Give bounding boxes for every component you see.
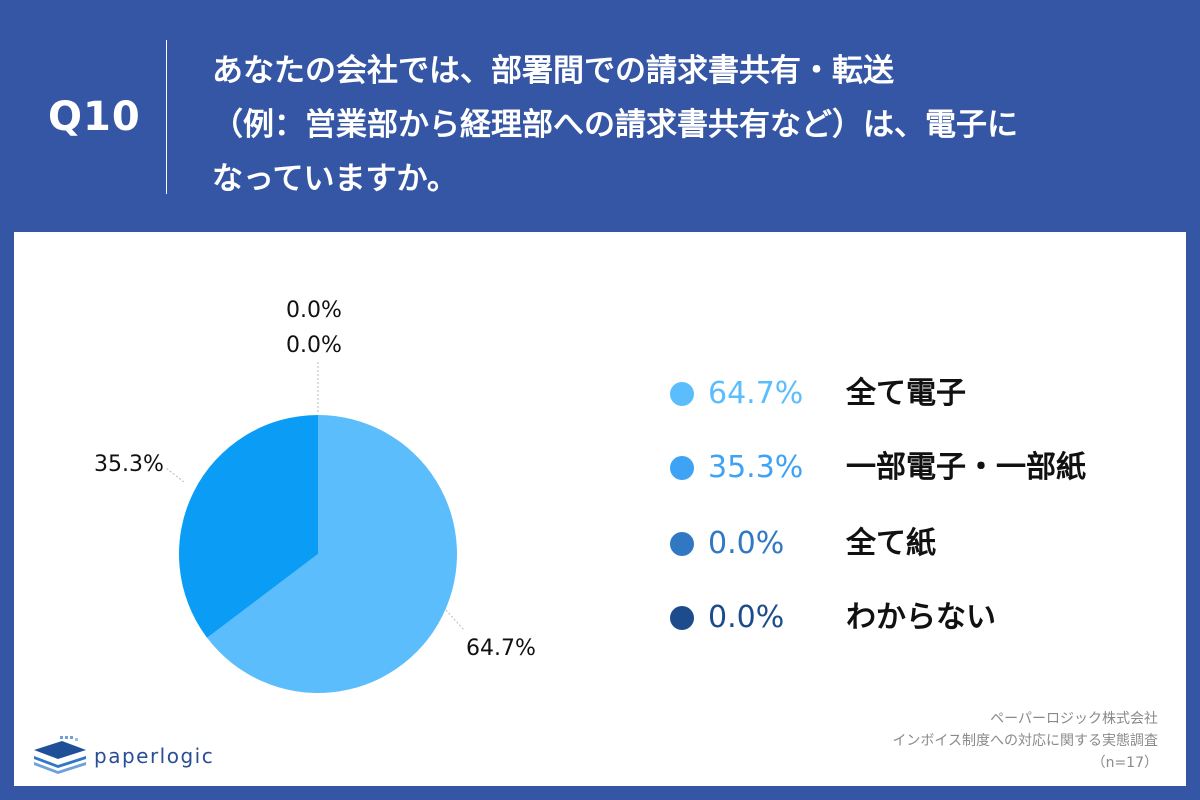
source-survey: インボイス制度への対応に関する実態調査: [892, 733, 1158, 749]
pie-slice-all-electronic: [207, 415, 457, 693]
legend-label: 全て電子: [846, 376, 966, 411]
legend-value: 0.0%: [708, 600, 785, 635]
paperlogic-logo-icon: [34, 736, 86, 774]
legend-label: 一部電子・一部紙: [846, 450, 1086, 485]
legend-dot: [670, 456, 694, 480]
legend-dot: [670, 532, 694, 556]
chart-panel: 64.7% 35.3% 0.0% 0.0% 64.7% 全て電子 35.3% 一…: [14, 232, 1186, 786]
pie-chart: [165, 360, 465, 693]
pie-slice-partial-electronic: [179, 415, 318, 638]
question-line-2: （例：営業部から経理部への請求書共有など）は、電子に: [212, 107, 1018, 143]
legend-label: わからない: [846, 600, 996, 635]
source-note: ペーパーロジック株式会社 インボイス制度への対応に関する実態調査 （n=17）: [892, 708, 1158, 774]
legend-value: 64.7%: [708, 376, 804, 411]
leader-line-all-electronic: [445, 609, 465, 631]
pie-label-partial-electronic: 35.3%: [94, 452, 164, 477]
legend-dot: [670, 382, 694, 406]
pie-label-all-paper: 0.0%: [286, 298, 342, 323]
pie-label-all-electronic: 64.7%: [466, 636, 536, 661]
legend-value: 35.3%: [708, 450, 804, 485]
question-text: あなたの会社では、部署間での請求書共有・転送 （例：営業部から経理部への請求書共…: [212, 44, 1172, 206]
legend-label: 全て紙: [846, 526, 936, 561]
logo-text: paperlogic: [94, 744, 215, 768]
question-line-1: あなたの会社では、部署間での請求書共有・転送: [212, 53, 894, 89]
leader-line-partial-electronic: [165, 467, 185, 483]
header-banner: Q10 あなたの会社では、部署間での請求書共有・転送 （例：営業部から経理部への…: [0, 0, 1200, 232]
paperlogic-logo: paperlogic: [32, 734, 213, 778]
header-divider: [166, 40, 167, 194]
source-company: ペーパーロジック株式会社: [990, 711, 1158, 727]
question-line-3: なっていますか。: [212, 161, 458, 197]
source-sample: （n=17）: [1091, 755, 1158, 771]
legend-dot: [670, 606, 694, 630]
legend-value: 0.0%: [708, 526, 785, 561]
question-number: Q10: [48, 94, 141, 140]
pie-label-unknown: 0.0%: [286, 333, 342, 358]
